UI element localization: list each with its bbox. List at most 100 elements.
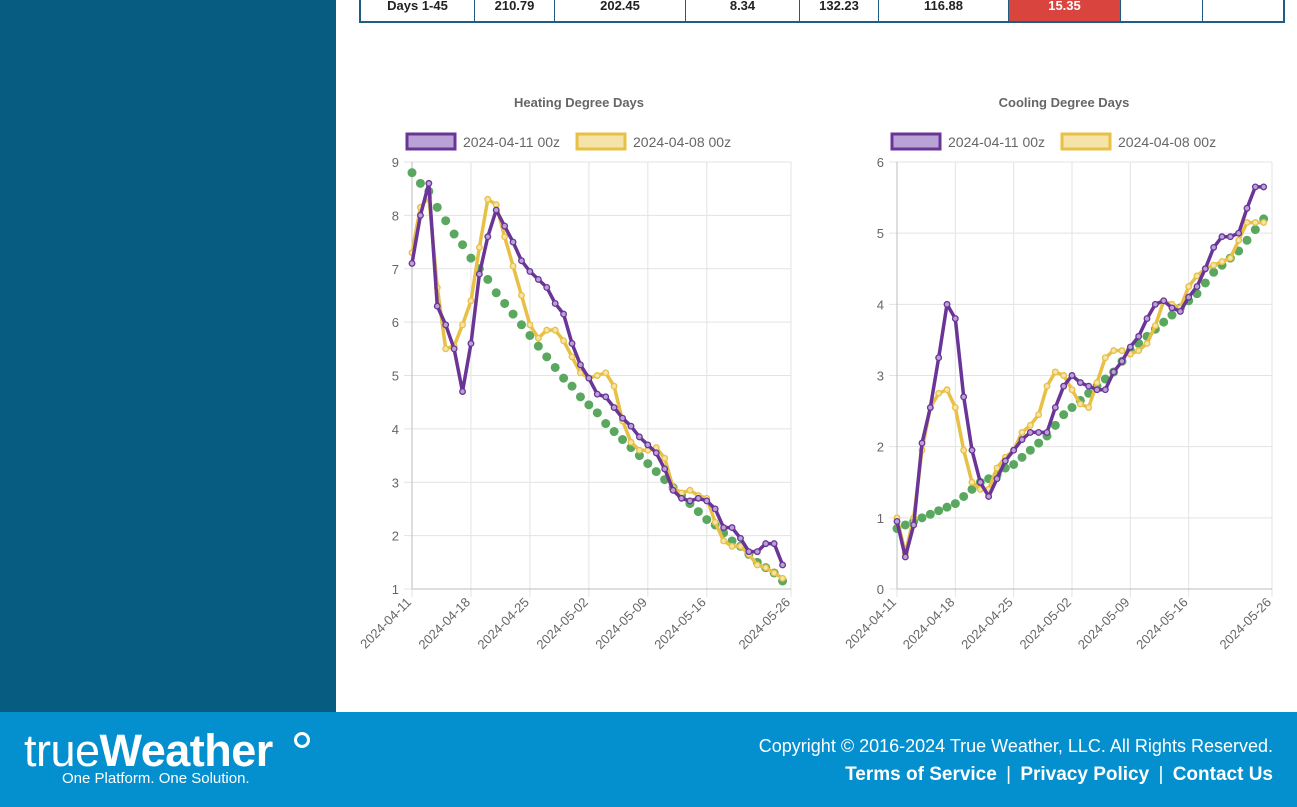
series-data-point xyxy=(610,382,618,390)
series-data-point xyxy=(576,361,584,369)
series-data-point xyxy=(475,243,483,251)
logo-text-bold: Weather xyxy=(99,725,274,776)
x-tick-label: 2024-05-02 xyxy=(1016,595,1074,653)
copyright-text: Copyright © 2016-2024 True Weather, LLC.… xyxy=(758,736,1273,756)
legend-label: 2024-04-11 00z xyxy=(463,134,560,150)
series-data-point xyxy=(976,478,984,486)
series-data-point xyxy=(910,521,918,529)
series-data-point xyxy=(686,486,694,494)
series-data-point xyxy=(1235,236,1243,244)
normal-data-point xyxy=(491,288,501,298)
x-tick-label: 2024-04-11 xyxy=(842,595,899,652)
series-data-point xyxy=(1110,368,1118,376)
trueweather-logo[interactable]: trueWeather xyxy=(24,728,273,773)
normal-data-point xyxy=(1167,310,1177,320)
normal-data-point xyxy=(559,373,569,383)
chart-title: Heating Degree Days xyxy=(514,95,644,110)
series-data-point xyxy=(459,321,466,329)
heating-degree-days-chart: Heating Degree Days 2024-04-11 00z 2024-04… xyxy=(356,0,816,712)
series-data-point xyxy=(627,422,635,430)
series-data-point xyxy=(442,321,450,329)
series-data-point xyxy=(1260,183,1268,191)
normal-data-point xyxy=(618,435,628,445)
series-data-point xyxy=(1251,183,1259,191)
series-data-point xyxy=(770,540,778,548)
series-data-point xyxy=(1093,379,1101,387)
series-data-point xyxy=(602,369,610,377)
series-data-point xyxy=(1176,308,1184,315)
series-data-point xyxy=(918,439,926,447)
x-tick-label: 2024-04-25 xyxy=(474,595,532,653)
series-data-point xyxy=(1243,204,1251,212)
series-data-point xyxy=(737,534,744,542)
table-cell xyxy=(1202,0,1285,23)
series-data-point xyxy=(745,548,753,556)
series-data-point xyxy=(762,564,770,572)
series-data-point xyxy=(526,267,534,275)
series-data-point xyxy=(492,206,500,214)
series-data-point xyxy=(968,478,976,486)
series-data-point xyxy=(661,465,669,473)
series-data-point xyxy=(459,388,466,395)
series-data-point xyxy=(1243,219,1251,226)
series-data-point xyxy=(450,345,458,353)
series-data-point xyxy=(1193,283,1201,290)
privacy-policy-link[interactable]: Privacy Policy xyxy=(1020,764,1150,785)
series-data-point xyxy=(951,404,959,411)
normal-data-point xyxy=(702,515,712,525)
y-tick-label: 3 xyxy=(877,369,884,384)
series-data-point xyxy=(901,553,909,561)
normal-data-point xyxy=(900,520,910,530)
series-data-point xyxy=(985,493,993,500)
series-data-point xyxy=(526,321,534,329)
y-tick-label: 9 xyxy=(392,155,399,170)
contact-us-link[interactable]: Contact Us xyxy=(1172,764,1273,785)
normal-data-point xyxy=(550,362,560,372)
chart-title: Cooling Degree Days xyxy=(999,95,1130,110)
series-data-point xyxy=(1160,297,1168,305)
series-data-point xyxy=(753,561,761,569)
x-tick-label: 2024-05-16 xyxy=(1133,595,1191,653)
normal-data-point xyxy=(458,240,468,250)
series-data-point xyxy=(1085,404,1093,411)
footer: trueWeather One Platform. One Solution. … xyxy=(0,712,1297,807)
series-data-point xyxy=(753,548,761,556)
legend-swatch xyxy=(1060,132,1112,151)
series-data-point xyxy=(442,345,450,353)
series-data-point xyxy=(1218,233,1226,241)
normal-data-point xyxy=(693,507,703,517)
series-data-point xyxy=(686,497,694,505)
normal-data-point xyxy=(516,320,526,330)
normal-data-point xyxy=(449,229,459,239)
normal-data-point xyxy=(415,178,425,188)
y-tick-label: 3 xyxy=(392,475,399,490)
normal-data-point xyxy=(917,513,927,523)
main-content: Days 1-45 210.79 202.45 8.34 132.23 116.… xyxy=(336,0,1297,712)
series-data-point xyxy=(1260,219,1268,226)
normal-data-point xyxy=(592,408,602,418)
series-data-point xyxy=(602,393,610,401)
series-data-point xyxy=(475,270,483,278)
normal-data-point xyxy=(525,330,535,340)
series-data-point xyxy=(593,372,601,379)
table-row: Days 1-45 210.79 202.45 8.34 132.23 116.… xyxy=(359,0,1285,23)
series-data-point xyxy=(720,524,728,532)
x-tick-label: 2024-05-26 xyxy=(735,595,793,653)
x-tick-label: 2024-04-25 xyxy=(958,595,1016,653)
series-data-point xyxy=(1043,428,1051,436)
y-tick-label: 4 xyxy=(392,422,399,437)
normal-data-point xyxy=(584,400,594,410)
cooling-chart-svg: Cooling Degree Days 2024-04-11 00z 2024-04… xyxy=(842,95,1274,653)
logo-text-light: true xyxy=(24,725,100,776)
y-tick-label: 1 xyxy=(877,511,884,526)
x-tick-label: 2024-04-18 xyxy=(415,595,473,653)
normal-data-point xyxy=(1059,410,1069,420)
series-data-point xyxy=(1101,386,1109,394)
terms-of-service-link[interactable]: Terms of Service xyxy=(845,764,997,785)
series-data-point xyxy=(1135,332,1143,340)
series-data-point xyxy=(1226,254,1234,262)
legend-label: 2024-04-08 00z xyxy=(633,134,731,150)
series-data-point xyxy=(661,454,669,462)
series-data-point xyxy=(501,222,509,230)
series-data-point xyxy=(543,283,551,291)
